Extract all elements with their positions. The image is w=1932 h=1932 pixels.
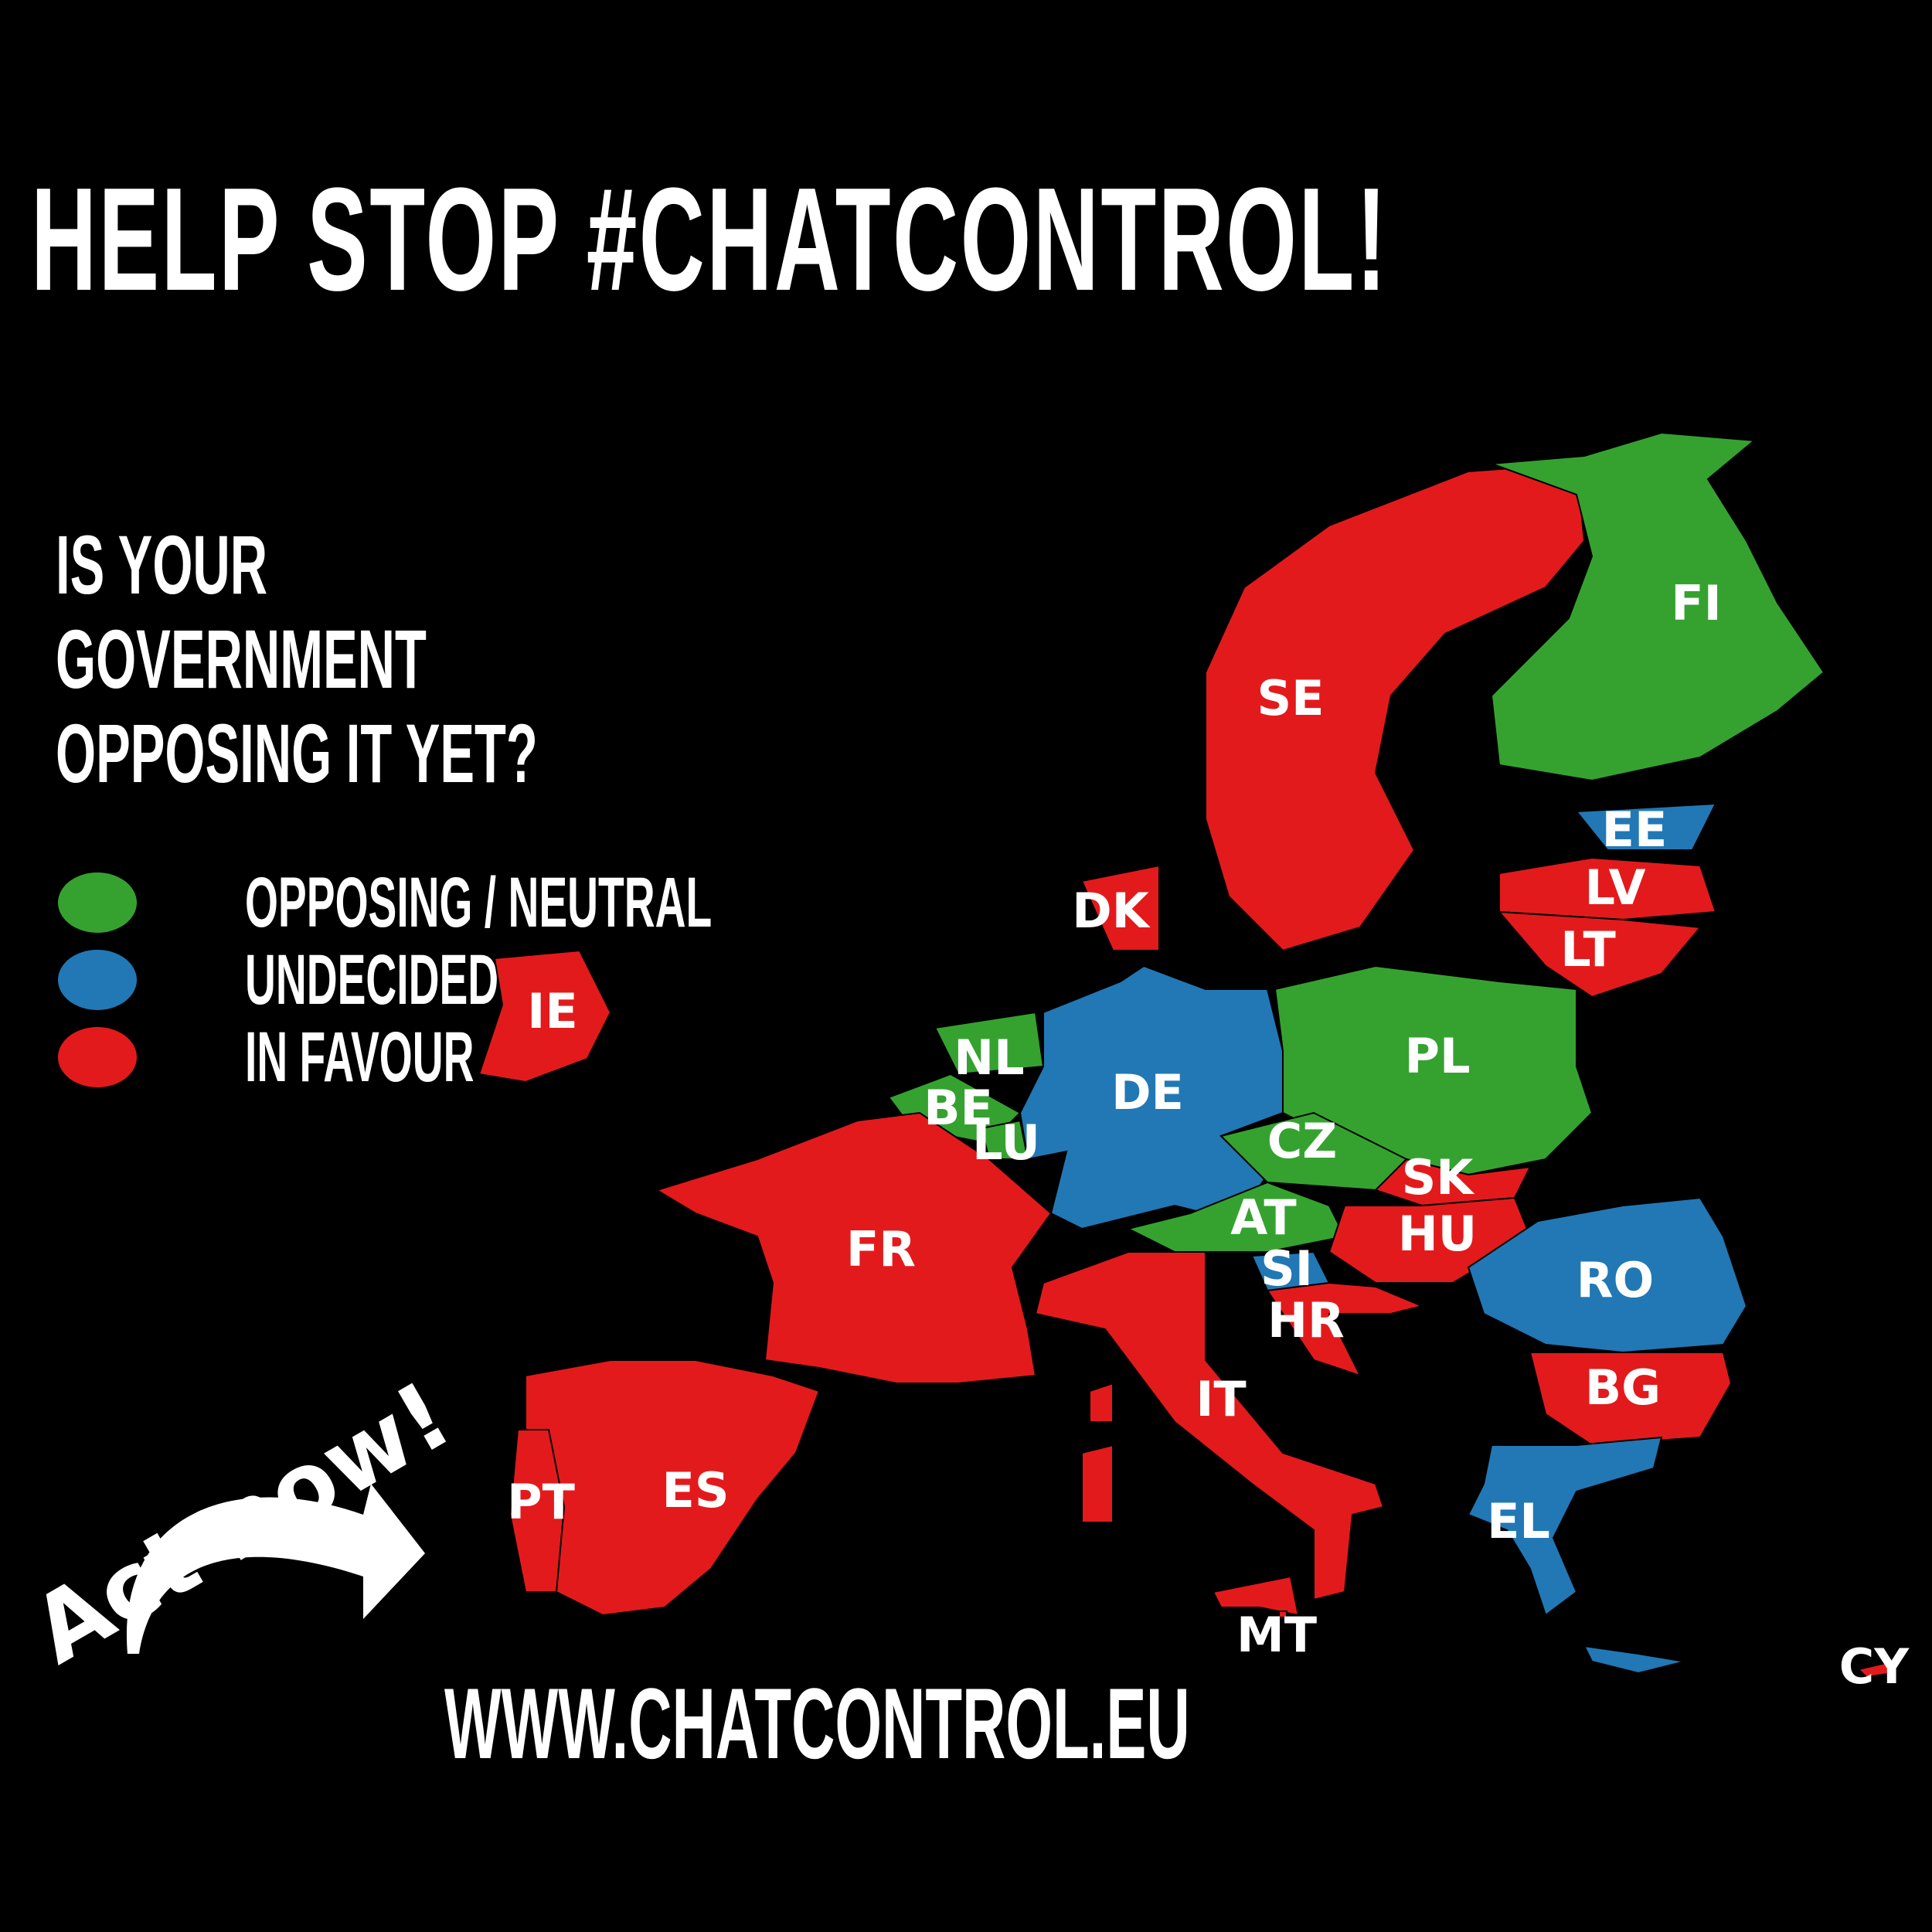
country-shape — [1081, 1444, 1114, 1523]
country-label-sk: SK — [1402, 1149, 1475, 1206]
country-label-hr: HR — [1267, 1292, 1345, 1349]
country-shape — [1089, 1382, 1114, 1423]
country-label-fr: FR — [846, 1221, 916, 1277]
country-label-lu: LU — [972, 1114, 1040, 1171]
country-label-dk: DK — [1072, 883, 1150, 939]
country-label-si: SI — [1260, 1240, 1313, 1297]
country-shape — [1274, 964, 1594, 1176]
website-link[interactable]: WWW.CHATCONTROL.EU — [444, 1667, 1190, 1780]
country-se — [1205, 462, 1586, 952]
country-shape — [509, 1429, 566, 1593]
country-label-cz: CZ — [1267, 1113, 1337, 1169]
country-label-ro: RO — [1577, 1252, 1654, 1308]
country-label-cy: CY — [1839, 1638, 1910, 1695]
legend-item-opposing: OPPOSING / NEUTRAL — [58, 862, 1023, 942]
country-label-at: AT — [1230, 1189, 1296, 1246]
legend-swatch-blue — [58, 950, 137, 1010]
country-ie — [478, 949, 612, 1083]
country-label-nl: NL — [954, 1029, 1024, 1086]
country-shape — [1034, 1251, 1385, 1601]
question-line: IS YOUR — [56, 518, 268, 611]
country-dk — [1080, 864, 1160, 951]
legend-swatch-green — [58, 872, 137, 933]
country-el — [1467, 1436, 1685, 1675]
country-shape — [1575, 802, 1717, 851]
country-shape — [1583, 1645, 1685, 1675]
country-ee — [1575, 802, 1717, 851]
country-ro — [1467, 1196, 1748, 1354]
question-line: GOVERNMENT — [56, 612, 427, 706]
country-label-de: DE — [1111, 1064, 1184, 1121]
country-shape — [478, 949, 612, 1083]
country-fr — [655, 1111, 1114, 1423]
country-fi — [1490, 431, 1825, 782]
question-line: OPPOSING IT YET? — [56, 706, 538, 800]
country-shape — [1467, 1436, 1663, 1617]
country-cy — [1857, 1662, 1895, 1679]
country-shape — [1529, 1352, 1733, 1447]
country-label-pl: PL — [1405, 1028, 1471, 1084]
country-pl — [1274, 964, 1594, 1176]
country-label-ee: EE — [1602, 801, 1668, 858]
page-title: HELP STOP #CHATCONTROL! — [31, 158, 1389, 321]
country-hr — [1266, 1281, 1425, 1377]
country-label-it: IT — [1196, 1371, 1246, 1427]
country-shape — [1497, 910, 1702, 998]
country-shape — [1467, 1196, 1748, 1354]
country-label-bg: BG — [1585, 1359, 1661, 1416]
legend-label: UNDECIDED — [245, 940, 499, 1019]
country-label-lv: LV — [1585, 859, 1646, 916]
country-label-be: BE — [923, 1080, 993, 1136]
country-shape — [1266, 1281, 1425, 1377]
country-mt — [1278, 1611, 1287, 1618]
country-shape — [1490, 431, 1825, 782]
country-label-hu: HU — [1398, 1206, 1477, 1262]
country-label-pt: PT — [507, 1474, 575, 1530]
country-bg — [1529, 1352, 1733, 1447]
country-label-mt: MT — [1236, 1607, 1317, 1663]
country-shape — [1857, 1662, 1895, 1679]
country-pt — [509, 1429, 566, 1593]
country-shape — [1080, 864, 1160, 951]
legend-label: IN FAVOUR — [245, 1017, 474, 1097]
question-heading: IS YOUR GOVERNMENT OPPOSING IT YET? — [56, 518, 538, 801]
country-label-fi: FI — [1671, 575, 1721, 631]
country-label-es: ES — [662, 1462, 729, 1519]
country-lt — [1497, 910, 1702, 998]
country-label-ie: IE — [527, 983, 577, 1039]
legend-swatch-red — [58, 1027, 137, 1087]
legend-label: OPPOSING / NEUTRAL — [245, 862, 713, 942]
country-shape — [1278, 1611, 1287, 1618]
country-shape — [1205, 462, 1586, 952]
country-label-lt: LT — [1560, 921, 1616, 978]
legend-item-undecided: UNDECIDED — [58, 940, 1023, 1019]
legend: OPPOSING / NEUTRAL UNDECIDED IN FAVOUR — [58, 862, 1023, 1097]
country-label-el: EL — [1487, 1493, 1550, 1549]
legend-item-favour: IN FAVOUR — [58, 1017, 1023, 1097]
curved-arrow-icon — [126, 1484, 425, 1654]
country-label-se: SE — [1257, 670, 1324, 726]
country-it — [1034, 1251, 1385, 1617]
country-shape — [655, 1111, 1053, 1384]
